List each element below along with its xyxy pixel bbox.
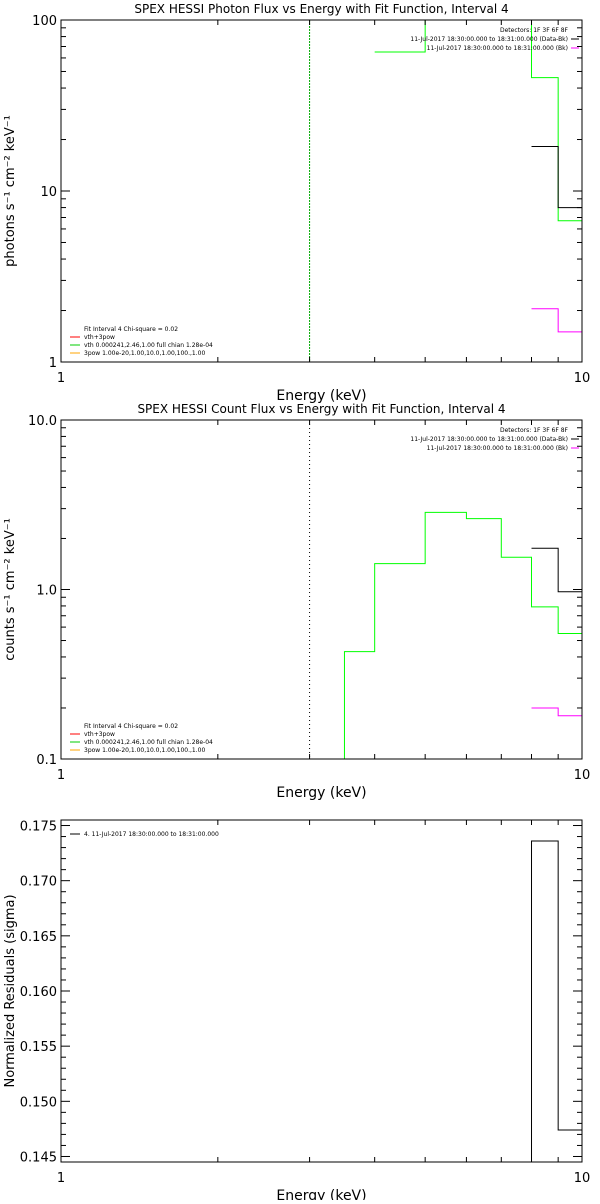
- x-axis-label: Energy (keV): [276, 388, 366, 404]
- x-tick-label: 1: [57, 1171, 65, 1186]
- y-tick-label: 0.1: [36, 753, 57, 768]
- y-axis-label: Normalized Residuals (sigma): [3, 894, 18, 1087]
- legend-right-entry: 11-Jul-2017 18:30:00.000 to 18:31:00.000…: [410, 36, 568, 43]
- chart-title: SPEX HESSI Count Flux vs Energy with Fit…: [137, 402, 505, 416]
- y-tick-label: 1: [49, 356, 57, 371]
- y-tick-label: 10: [40, 185, 57, 200]
- plot-frame: [60, 819, 583, 1163]
- y-tick-label: 0.145: [20, 1150, 57, 1165]
- y-tick-label: 0.170: [20, 875, 57, 890]
- y-axis-label: photons s⁻¹ cm⁻² keV⁻¹: [3, 115, 18, 267]
- x-tick-label: 1: [57, 768, 65, 783]
- spectrum-series-3: [531, 308, 582, 333]
- legend-left-entry: 4. 11-Jul-2017 18:30:00.000 to 18:31:00.…: [84, 831, 219, 838]
- x-tick-label: 1: [57, 371, 65, 386]
- legend-left-entry: vth 0.000241,2.46,1.00 full chian 1.28e-…: [84, 342, 213, 349]
- spectrum-series-1: [374, 20, 582, 261]
- plot-frame: [60, 419, 583, 760]
- legend-left-entry: 3pow 1.00e-20,1.00,10.0,1.00,100.,1.00: [84, 747, 205, 754]
- spectrum-series-2: [531, 547, 582, 593]
- legend-left-entry: Fit Interval 4 Chi-square = 0.02: [84, 723, 178, 730]
- legend-right-entry: Detectors: 1F 3F 6F 8F: [500, 27, 569, 34]
- plot-frame: [60, 19, 583, 363]
- y-tick-label: 0.165: [20, 930, 57, 945]
- legend-left-entry: Fit Interval 4 Chi-square = 0.02: [84, 326, 178, 333]
- x-axis-label: Energy (keV): [276, 1188, 366, 1200]
- plot-data: [309, 20, 582, 362]
- y-tick-label: 1.0: [36, 584, 57, 599]
- legend-left-entry: vth+3pow: [84, 731, 115, 738]
- y-tick-label: 0.150: [20, 1095, 57, 1110]
- spectrum-series-2: [531, 146, 582, 209]
- plot-panel-3: 1 10 0.145 0.150 0.155 0.160 0.165 0.170 0.175 En…: [3, 819, 591, 1204]
- y-tick-label: 10.0: [28, 414, 57, 429]
- spectrum-series-1: [343, 511, 582, 759]
- plot-data: [531, 840, 582, 1162]
- y-axis-label: counts s⁻¹ cm⁻² keV⁻¹: [3, 518, 18, 661]
- legend-right-entry: 11-Jul-2017 18:30:00.000 to 18:31:00.000…: [427, 445, 568, 452]
- y-tick-label: 0.155: [20, 1040, 57, 1055]
- legend-right-entry: 11-Jul-2017 18:30:00.000 to 18:31:00.000…: [427, 45, 568, 52]
- y-tick-label: 0.160: [20, 985, 57, 1000]
- legend-left-entry: vth 0.000241,2.46,1.00 full chian 1.28e-…: [84, 739, 213, 746]
- y-tick-label: 100: [32, 14, 57, 29]
- x-tick-label: 10: [574, 371, 591, 386]
- spectrum-series-1: [531, 840, 582, 1162]
- legend-right-entry: Detectors: 1F 3F 6F 8F: [500, 427, 569, 434]
- plot-panel-2: 1 10 0.1 1.0 10.0 SPEX HESSI Count Flux vs En…: [3, 402, 590, 801]
- chart-title: SPEX HESSI Photon Flux vs Energy with Fi…: [134, 2, 508, 16]
- legend-right-entry: 11-Jul-2017 18:30:00.000 to 18:31:00.000…: [410, 436, 568, 443]
- spectrum-series-3: [531, 707, 582, 717]
- x-axis-label: Energy (keV): [276, 785, 366, 801]
- plot-data: [309, 420, 582, 759]
- x-tick-label: 10: [574, 1171, 591, 1186]
- legend-left-entry: vth+3pow: [84, 334, 115, 341]
- x-tick-label: 10: [574, 768, 591, 783]
- y-tick-label: 0.175: [20, 820, 57, 835]
- plot-panel-1: 1 10 1 10 100 SPEX HESSI Photon Flux vs Energ…: [3, 2, 590, 404]
- legend-left-entry: 3pow 1.00e-20,1.00,10.0,1.00,100.,1.00: [84, 350, 205, 357]
